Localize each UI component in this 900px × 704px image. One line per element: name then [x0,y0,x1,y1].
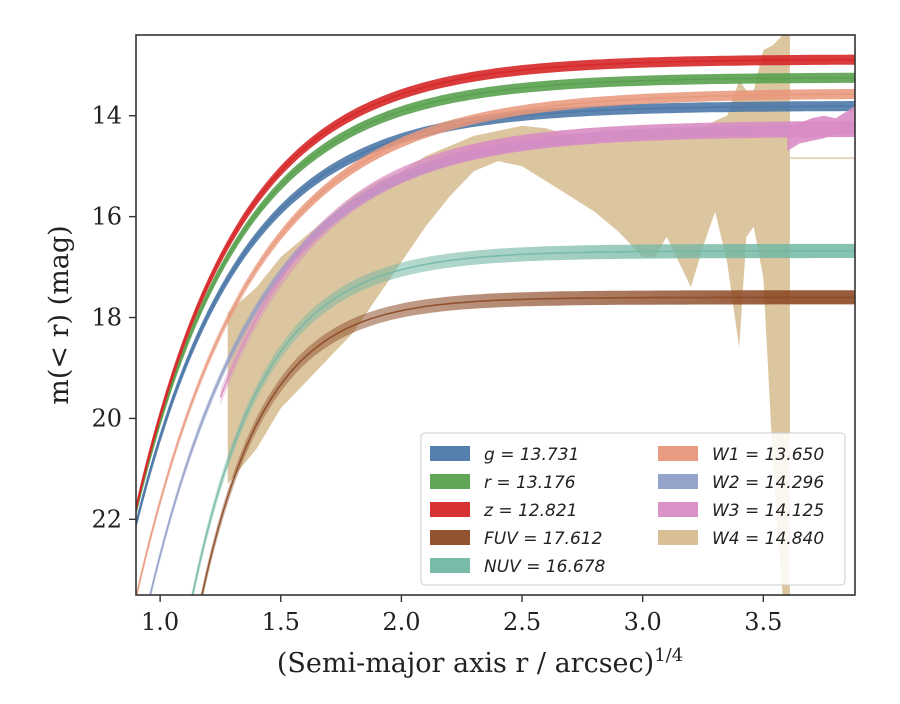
legend-swatch-W3 [658,502,698,517]
legend: g = 13.731 r = 13.176 z = 12.821 FUV = 17.6… [420,432,846,586]
y-tick-label: 20 [91,404,122,432]
series-layer [136,35,855,595]
legend-swatch-g [430,446,470,461]
legend-label-NUV: NUV = 16.678 [484,557,606,577]
x-axis-label-exponent: 1/4 [654,645,683,666]
y-tick-label: 14 [91,102,122,130]
series-band-W3-tail [787,105,855,151]
x-tick-label: 1.0 [141,608,179,636]
y-tick-label: 16 [91,203,122,231]
legend-swatch-r [430,474,470,489]
legend-label-g: g = 13.731 [484,445,579,465]
legend-label-W4: W4 = 14.840 [712,529,824,549]
x-tick-label: 3.0 [624,608,662,636]
legend-box [420,432,846,586]
legend-swatch-z [430,502,470,517]
x-tick-label: 3.5 [744,608,782,636]
series-line-W1 [136,93,855,595]
x-tick-label: 2.5 [503,608,541,636]
y-tick-label: 18 [91,304,122,332]
legend-swatch-W2 [658,474,698,489]
x-tick-label: 1.5 [262,608,300,636]
legend-label-z: z = 12.821 [483,501,577,521]
legend-swatch-NUV [430,558,470,573]
legend-swatch-FUV [430,530,470,545]
legend-label-FUV: FUV = 17.612 [484,529,602,549]
plot-frame [135,34,856,596]
legend-swatch-W1 [658,446,698,461]
y-tick-label: 22 [91,505,122,533]
x-tick-label: 2.0 [382,608,420,636]
y-axis-label: m(< r) (mag) [44,225,75,404]
series-line-FUV [201,296,855,595]
legend-label-r: r = 13.176 [484,473,576,493]
series-line-z [136,58,855,509]
series-band-W4 [227,35,790,595]
series-line-W3 [219,128,855,398]
series-line-r [136,77,855,512]
series-line-NUV [191,250,855,595]
legend-label-W1: W1 = 13.650 [712,445,824,465]
legend-label-W3: W3 = 14.125 [712,501,824,521]
legend-label-W2: W2 = 14.296 [712,473,824,493]
series-band-W3 [220,120,855,406]
axis-ticks: 1.0 1.5 2.0 2.5 3.0 3.5 14 16 18 20 22 [91,102,782,636]
legend-swatch-W4 [658,530,698,545]
x-axis-label: (Semi-major axis r / arcsec)1/4 [277,645,683,679]
